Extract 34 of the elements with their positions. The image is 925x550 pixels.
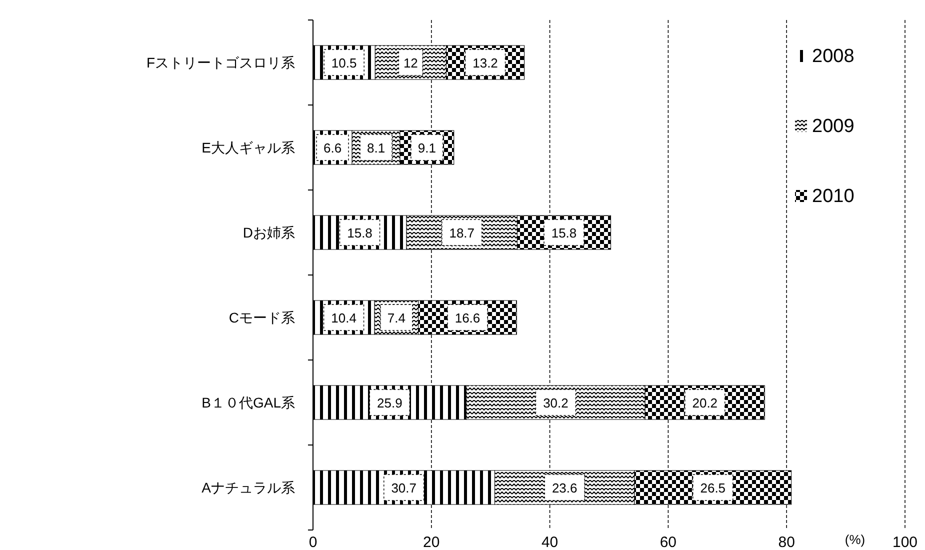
y-tick-label: Fストリートゴスロリ系	[146, 54, 295, 70]
data-label: 23.6	[552, 480, 578, 496]
y-tick-label: Aナチュラル系	[202, 480, 295, 496]
data-label: 18.7	[449, 226, 475, 240]
data-label: 8.1	[367, 140, 386, 156]
x-tick-label: 40	[541, 534, 558, 550]
x-tick-label: 0	[308, 534, 318, 550]
data-label: 12	[403, 56, 418, 70]
data-label: 10.5	[331, 56, 357, 70]
data-label: 15.8	[347, 226, 372, 240]
y-tick-label: Dお姉系	[242, 224, 295, 240]
data-label: 13.2	[472, 56, 498, 70]
y-tick-label: B１０代GAL系	[202, 394, 295, 410]
x-tick-label: 100	[892, 534, 918, 550]
x-tick-label: 80	[778, 534, 795, 550]
y-tick-label: Cモード系	[228, 310, 295, 326]
x-axis-title: (%)	[844, 532, 866, 547]
data-label: 9.1	[418, 140, 436, 156]
data-label: 15.8	[551, 226, 577, 240]
data-label: 6.6	[323, 140, 342, 156]
legend-label: 2010	[812, 186, 854, 207]
data-label: 30.7	[391, 480, 417, 496]
x-tick-label: 60	[660, 534, 677, 550]
y-tick-label: E大人ギャル系	[202, 140, 295, 156]
legend-label: 2008	[812, 46, 854, 67]
data-label: 7.4	[387, 310, 406, 326]
data-label: 26.5	[700, 480, 726, 496]
x-tick-label: 20	[423, 534, 440, 550]
data-label: 16.6	[454, 310, 480, 326]
legend-label: 2009	[812, 116, 854, 137]
data-label: 30.2	[543, 396, 568, 410]
data-label: 20.2	[692, 396, 718, 410]
data-label: 10.4	[331, 310, 356, 326]
data-label: 25.9	[377, 396, 402, 410]
